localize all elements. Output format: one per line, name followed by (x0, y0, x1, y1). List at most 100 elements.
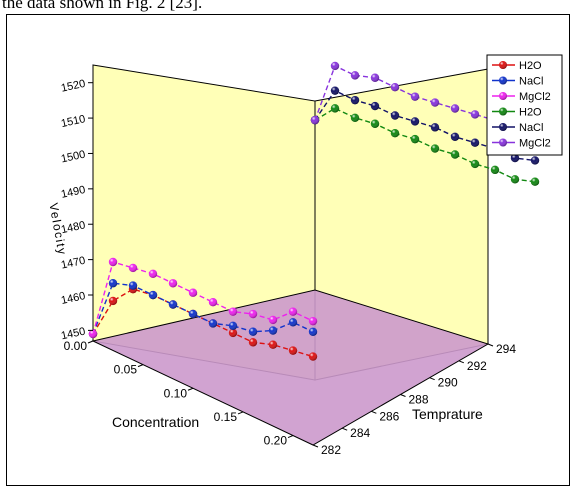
legend-marker-shade (499, 123, 507, 131)
data-point-shade (470, 159, 480, 169)
temperature-tick-label: 284 (350, 426, 370, 440)
data-point-shade (288, 346, 298, 355)
data-point-shade (510, 153, 520, 163)
data-point-shade (248, 327, 258, 336)
velocity-axis-label: Velocity (46, 202, 69, 257)
data-point-shade (288, 318, 298, 327)
data-point-shade (350, 71, 360, 80)
data-point-shade (228, 328, 238, 338)
velocity-tick-label: 1460 (60, 290, 86, 307)
data-point-shade (208, 319, 218, 328)
legend-label: NaCl (519, 76, 543, 88)
data-point-shade (268, 340, 278, 349)
chart-3d: 1450 1460 1470 1480 1490 1500 1510 1520 Velocity… (46, 54, 563, 457)
velocity-tick-label: 1500 (60, 149, 86, 166)
figure-caption: the data shown in Fig. 2 [23]. (2, 0, 203, 12)
temperature-tick-label: 288 (409, 393, 429, 407)
temperature-tick (312, 444, 319, 448)
data-point-shade (430, 123, 440, 132)
data-point-shade (410, 117, 420, 126)
data-point-shade (370, 101, 380, 111)
legend-label: MgCl2 (519, 91, 551, 103)
data-point-shade (108, 279, 118, 288)
data-point-shade (350, 113, 360, 123)
legend-label: H2O (519, 107, 542, 119)
data-point-shade (450, 132, 460, 141)
data-point-shade (330, 104, 340, 113)
velocity-tick-label: 1490 (60, 184, 86, 201)
data-point-shade (470, 110, 480, 119)
legend-marker-shade (499, 61, 507, 69)
temperature-tick (458, 360, 465, 364)
data-point-shade (410, 92, 420, 101)
concentration-axis-label: Concentration (112, 414, 199, 430)
data-point-shade (390, 111, 400, 120)
data-point-shade (308, 352, 318, 361)
data-point-shade (430, 144, 440, 153)
data-point-shade (148, 269, 158, 279)
data-point-shade (148, 290, 158, 300)
data-point-shade (370, 73, 380, 82)
velocity-tick-label: 1470 (60, 255, 86, 272)
legend-marker-shade (499, 76, 507, 85)
legend-box (486, 54, 563, 156)
legend-label: NaCl (519, 122, 543, 134)
concentration-tick (237, 411, 244, 415)
data-point-shade (490, 165, 500, 175)
legend-marker-shade (499, 92, 507, 100)
data-point-shade (188, 309, 198, 319)
legend-marker-shade (499, 107, 507, 116)
legend-label: MgCl2 (519, 138, 551, 150)
temperature-tick-label: 290 (438, 376, 458, 390)
data-point-shade (350, 95, 360, 105)
concentration-tick (287, 435, 294, 439)
data-point-shade (390, 129, 400, 138)
data-point-shade (288, 307, 298, 316)
data-point-shade (308, 316, 318, 326)
data-point-shade (430, 98, 440, 107)
temperature-tick (400, 394, 406, 397)
data-point-shade (530, 156, 540, 165)
temperature-tick (429, 377, 435, 381)
data-point-shade (188, 288, 198, 297)
data-point-shade (168, 300, 178, 309)
data-point-shade (88, 329, 98, 339)
data-point-shade (268, 315, 278, 325)
data-point-shade (470, 138, 480, 147)
data-point-shade (248, 338, 258, 347)
data-point-shade (208, 297, 218, 307)
velocity-tick-label: 1450 (60, 325, 86, 342)
concentration-tick-label: 0.00 (64, 339, 88, 353)
temperature-axis-label: Temprature (412, 406, 483, 422)
temperature-tick-label: 292 (467, 359, 487, 373)
data-point-shade (128, 281, 138, 290)
concentration-tick (87, 340, 94, 344)
data-point-shade (450, 104, 460, 113)
data-point-shade (330, 61, 340, 71)
data-point-shade (248, 309, 258, 319)
axis-layer: 1450 1460 1470 1480 1490 1500 1510 1520 Velocity… (46, 78, 516, 457)
data-point-shade (228, 321, 238, 330)
data-point-shade (108, 296, 118, 306)
data-point-shade (510, 175, 520, 184)
data-point-shade (310, 115, 320, 125)
temperature-tick-label: 294 (496, 342, 516, 356)
temperature-tick (371, 410, 377, 414)
data-point-shade (108, 257, 118, 267)
data-point-shade (410, 134, 420, 144)
concentration-tick-label: 0.15 (214, 410, 238, 424)
data-point-shade (530, 177, 540, 186)
legend-label: H2O (519, 60, 542, 72)
concentration-tick-label: 0.10 (164, 386, 188, 400)
legend-marker-shade (499, 138, 507, 147)
data-point-shade (228, 307, 238, 316)
data-point-shade (330, 86, 340, 95)
data-point-shade (268, 326, 278, 335)
temperature-tick-label: 286 (379, 409, 399, 423)
data-point-shade (390, 83, 400, 92)
concentration-tick-label: 0.05 (114, 363, 138, 377)
concentration-tick-label: 0.20 (264, 434, 288, 448)
temperature-tick (341, 427, 348, 431)
figure-frame: 1450 1460 1470 1480 1490 1500 1510 1520 Velocity… (6, 14, 570, 486)
data-point-shade (168, 279, 178, 288)
